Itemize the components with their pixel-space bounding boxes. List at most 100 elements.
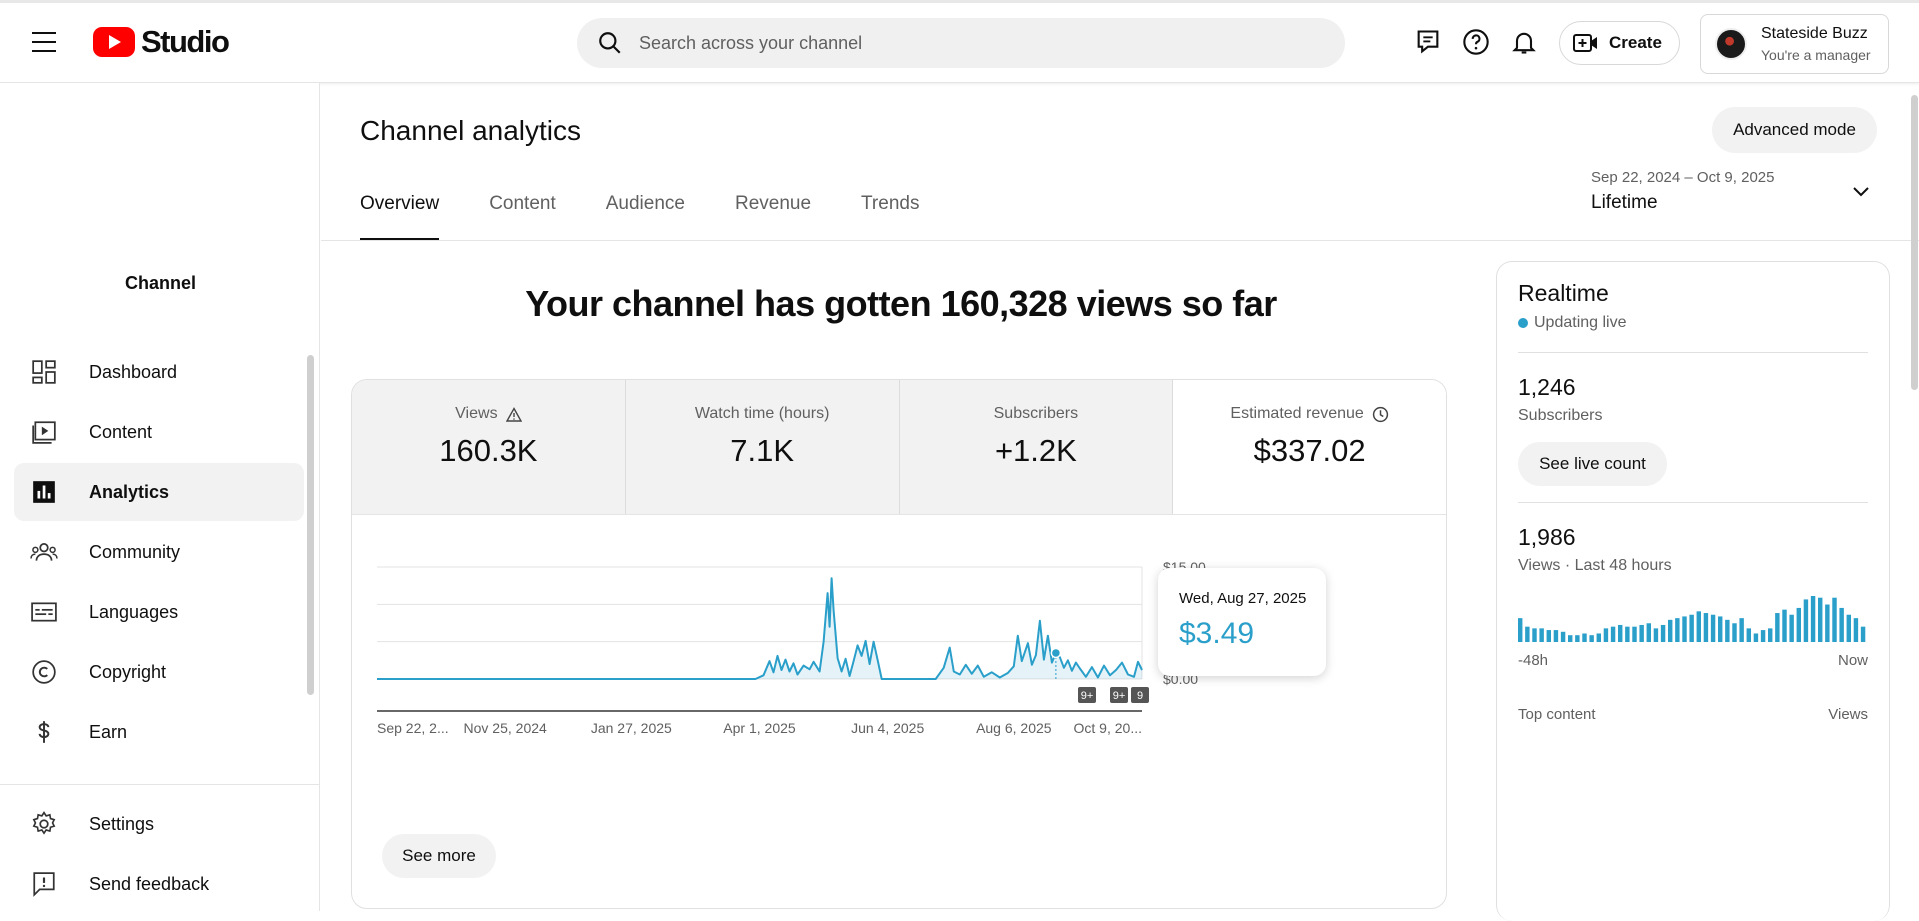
page-scrollbar[interactable] xyxy=(1911,95,1918,390)
realtime-bar xyxy=(1710,614,1716,642)
x-tick-label: Sep 22, 2... xyxy=(377,720,449,736)
sidebar: Channel Dashboard Content Analytics Comm… xyxy=(0,83,320,911)
realtime-bar xyxy=(1810,596,1816,642)
realtime-bar xyxy=(1618,624,1623,642)
sidebar-item-label: Earn xyxy=(89,721,128,742)
sidebar-item-languages[interactable]: Languages xyxy=(14,583,304,641)
sidebar-item-send-feedback[interactable]: Send feedback xyxy=(14,855,304,913)
top-header: Studio Create Stateside Buzz You're a ma… xyxy=(0,0,1919,83)
realtime-bar xyxy=(1775,613,1780,642)
realtime-bar xyxy=(1539,628,1544,642)
metric-estimated-revenue[interactable]: Estimated revenue $337.02 xyxy=(1173,380,1446,514)
x-tick-label: Aug 6, 2025 xyxy=(976,720,1052,736)
sidebar-item-earn[interactable]: Earn xyxy=(14,703,304,761)
realtime-bar xyxy=(1603,628,1609,642)
studio-logo[interactable]: Studio xyxy=(93,24,230,60)
tooltip-value: $3.49 xyxy=(1179,617,1255,650)
sidebar-item-label: Copyright xyxy=(89,661,167,682)
realtime-bar xyxy=(1575,635,1580,642)
add-video-icon xyxy=(1573,34,1597,52)
realtime-status: Updating live xyxy=(1518,314,1627,332)
warning-icon xyxy=(505,406,522,422)
tab-trends[interactable]: Trends xyxy=(861,193,920,214)
tab-audience[interactable]: Audience xyxy=(605,193,685,214)
top-content-label: Top content xyxy=(1518,706,1596,723)
x-tick-label: Apr 1, 2025 xyxy=(723,720,796,736)
tab-overview[interactable]: Overview xyxy=(360,193,440,241)
gear-icon xyxy=(30,810,58,838)
main-content: Channel analytics Advanced mode Overview… xyxy=(321,83,1919,921)
realtime-bar xyxy=(1718,616,1723,642)
sidebar-item-copyright[interactable]: Copyright xyxy=(14,643,304,701)
realtime-views-bars[interactable] xyxy=(1518,590,1868,642)
realtime-bar xyxy=(1532,628,1537,642)
annotation-marker-label: 9+ xyxy=(1113,690,1126,702)
create-label: Create xyxy=(1609,33,1662,52)
series-area xyxy=(377,578,1142,679)
realtime-bar xyxy=(1739,618,1744,642)
date-range-picker[interactable]: Sep 22, 2024 – Oct 9, 2025 Lifetime xyxy=(1591,169,1891,219)
realtime-bar xyxy=(1768,628,1773,642)
metric-subscribers[interactable]: Subscribers +1.2K xyxy=(899,380,1174,514)
sidebar-item-content[interactable]: Content xyxy=(14,403,304,461)
realtime-bar xyxy=(1518,618,1523,642)
realtime-bar xyxy=(1825,604,1830,642)
realtime-bar xyxy=(1796,607,1801,642)
realtime-bar xyxy=(1696,611,1701,642)
annotation-marker-label: 9+ xyxy=(1081,690,1094,702)
account-switcher[interactable]: Stateside Buzz You're a manager xyxy=(1700,14,1889,74)
tab-content[interactable]: Content xyxy=(489,193,556,214)
realtime-bar xyxy=(1582,633,1587,642)
sidebar-item-label: Content xyxy=(89,421,153,442)
search-bar[interactable] xyxy=(577,18,1345,68)
sidebar-item-analytics[interactable]: Analytics xyxy=(14,463,304,521)
channel-label: Channel xyxy=(125,273,197,293)
top-content-metric: Views xyxy=(1828,706,1868,723)
realtime-bar xyxy=(1682,616,1687,642)
sidebar-item-label: Send feedback xyxy=(89,873,210,894)
see-more-button[interactable]: See more xyxy=(382,834,496,878)
realtime-bar xyxy=(1803,599,1809,642)
sidebar-item-community[interactable]: Community xyxy=(14,523,304,581)
annotation-marker xyxy=(1131,687,1149,703)
divider xyxy=(1518,352,1868,353)
sidebar-item-label: Settings xyxy=(89,813,155,834)
tabs-divider xyxy=(321,240,1919,241)
sidebar-scrollbar[interactable] xyxy=(307,355,314,695)
menu-icon[interactable] xyxy=(32,32,60,52)
help-icon[interactable] xyxy=(1462,28,1490,56)
realtime-bar xyxy=(1689,614,1694,642)
see-live-count-button[interactable]: See live count xyxy=(1518,442,1667,486)
realtime-bar xyxy=(1568,635,1573,642)
chevron-down-icon xyxy=(1853,187,1869,197)
realtime-bar xyxy=(1782,609,1787,642)
advanced-mode-button[interactable]: Advanced mode xyxy=(1712,107,1877,153)
realtime-bar xyxy=(1839,607,1844,642)
sidebar-divider xyxy=(0,784,320,785)
x-tick-label: Oct 9, 20... xyxy=(1074,720,1142,736)
analytics-tabs: Overview Content Audience Revenue Trends xyxy=(360,193,969,241)
metric-watch-time[interactable]: Watch time (hours) 7.1K xyxy=(625,380,900,514)
sidebar-item-dashboard[interactable]: Dashboard xyxy=(14,343,304,401)
metric-views[interactable]: Views 160.3K xyxy=(352,380,626,514)
metric-value: 7.1K xyxy=(730,433,795,468)
realtime-bar xyxy=(1846,614,1851,642)
tab-revenue[interactable]: Revenue xyxy=(734,193,812,214)
account-role: You're a manager xyxy=(1761,47,1871,63)
period-text: Lifetime xyxy=(1591,192,1658,213)
sidebar-item-settings[interactable]: Settings xyxy=(14,795,304,853)
realtime-bar xyxy=(1546,630,1551,642)
community-icon xyxy=(30,538,58,566)
realtime-card: Realtime Updating live 1,246 Subscribers… xyxy=(1496,261,1890,921)
metric-value: +1.2K xyxy=(994,433,1077,468)
realtime-bar xyxy=(1818,597,1823,642)
feedback-comment-icon[interactable] xyxy=(1414,28,1442,56)
metric-title: Estimated revenue xyxy=(1230,405,1364,422)
notifications-bell-icon[interactable] xyxy=(1510,28,1538,56)
search-input[interactable] xyxy=(639,32,1319,54)
realtime-bar xyxy=(1703,613,1709,642)
realtime-bar xyxy=(1560,631,1566,642)
create-button[interactable]: Create xyxy=(1559,21,1680,65)
views-label: Views · Last 48 hours xyxy=(1518,557,1672,574)
annotation-marker xyxy=(1078,687,1096,703)
